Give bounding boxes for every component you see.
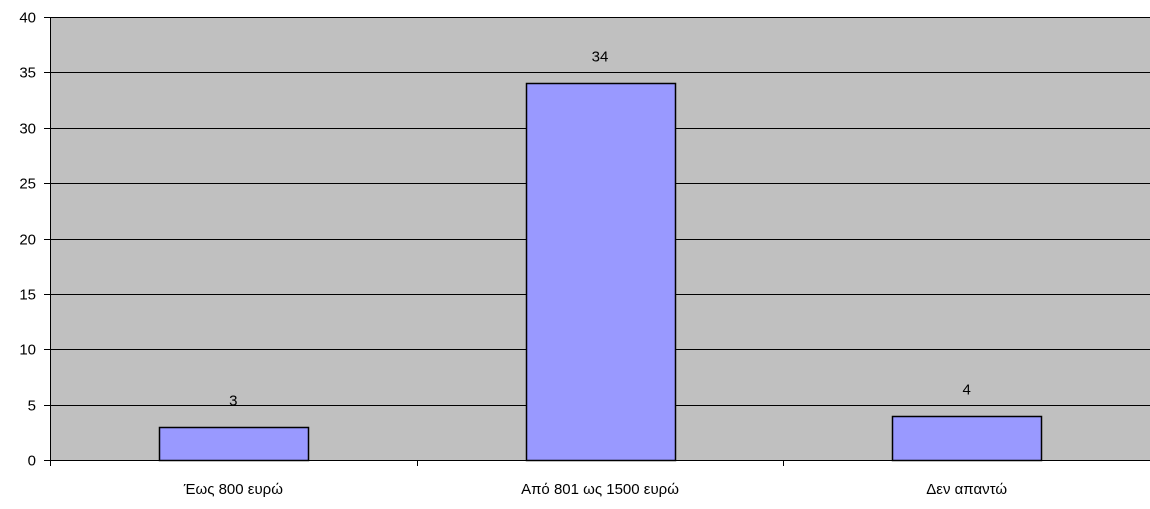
y-tick-label: 20 xyxy=(19,232,36,249)
data-labels: 3 34 4 xyxy=(229,49,971,410)
data-label: 34 xyxy=(592,49,609,66)
bar xyxy=(158,426,310,462)
bar xyxy=(891,415,1043,462)
y-axis: 0 5 10 15 20 25 30 35 40 xyxy=(19,10,51,470)
bar xyxy=(525,82,677,462)
y-tick-label: 30 xyxy=(19,121,36,138)
y-tick-label: 35 xyxy=(19,65,36,82)
y-tick-label: 0 xyxy=(28,453,36,470)
y-tick-label: 15 xyxy=(19,287,36,304)
bars xyxy=(158,82,1043,462)
y-tick-label: 40 xyxy=(19,10,36,27)
x-axis: Έως 800 ευρώ Από 801 ως 1500 ευρώ Δεν απαν… xyxy=(50,460,1150,498)
x-tick-label: Δεν απαντώ xyxy=(926,481,1007,498)
x-tick-label: Έως 800 ευρώ xyxy=(183,481,283,498)
data-label: 3 xyxy=(229,393,237,410)
data-label: 4 xyxy=(962,382,970,399)
x-tick-label: Από 801 ως 1500 ευρώ xyxy=(521,481,679,498)
y-tick-label: 25 xyxy=(19,176,36,193)
y-tick-label: 10 xyxy=(19,342,36,359)
y-tick-label: 5 xyxy=(28,398,36,415)
